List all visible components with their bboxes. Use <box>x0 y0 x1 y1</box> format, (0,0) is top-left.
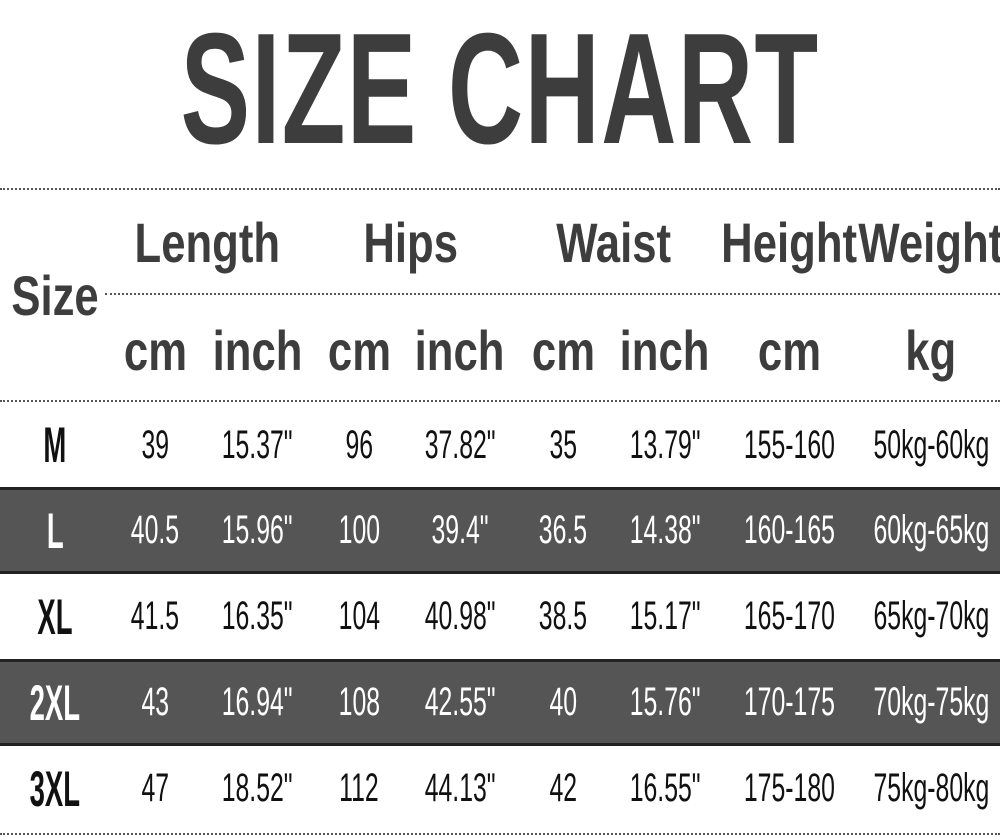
table-row: L 40.5 15.96" 100 39.4" 36.5 14.38" 160-165 60kg… <box>0 487 1000 574</box>
table-cell: 36.5 <box>538 508 588 552</box>
table-row: M 39 15.37" 96 37.82" 35 13.79" 155-160 50kg-60k… <box>0 403 1000 487</box>
table-cell: 96 <box>345 422 373 467</box>
table-cell: 42.55" <box>424 680 496 724</box>
divider <box>0 833 1000 835</box>
table-cell: 70kg-75kg <box>873 680 989 724</box>
column-group-header: Waist <box>556 211 672 274</box>
size-label: L <box>46 502 64 559</box>
table-cell: 108 <box>338 680 380 724</box>
table-cell: 16.94" <box>222 680 293 724</box>
unit-header: kg <box>905 318 957 382</box>
table-cell: 50kg-60kg <box>873 422 989 467</box>
table-cell: 165-170 <box>743 594 835 638</box>
table-cell: 100 <box>338 508 380 552</box>
table-cell: 40.5 <box>130 508 180 552</box>
table-cell: 16.55" <box>629 766 701 810</box>
table-cell: 60kg-65kg <box>873 508 989 552</box>
size-header: Size <box>11 263 99 327</box>
unit-header: cm <box>123 318 187 382</box>
table-cell: 43 <box>141 680 169 724</box>
column-group-header: Length <box>134 211 281 274</box>
table-cell: 40 <box>549 680 577 724</box>
size-label: 2XL <box>29 674 81 731</box>
unit-header: inch <box>620 318 710 382</box>
table-cell: 175-180 <box>743 766 835 810</box>
table-cell: 15.37" <box>222 422 293 467</box>
size-label: XL <box>37 588 73 645</box>
table-cell: 155-160 <box>743 422 835 467</box>
table-cell: 35 <box>549 422 577 467</box>
unit-header: cm <box>757 318 821 382</box>
size-label: M <box>43 417 67 473</box>
table-row: 3XL 47 18.52" 112 44.13" 42 16.55" 175-180 75kg-… <box>0 746 1000 831</box>
table-cell: 39 <box>141 422 169 467</box>
page-title: SIZE CHART <box>180 1 820 177</box>
unit-header: inch <box>212 318 303 382</box>
table-cell: 13.79" <box>629 422 701 467</box>
table-cell: 15.96" <box>222 508 293 552</box>
table-row: XL 41.5 16.35" 104 40.98" 38.5 15.17" 165-170 65… <box>0 574 1000 659</box>
column-group-header: Height <box>721 211 857 274</box>
table-cell: 40.98" <box>424 594 496 638</box>
table-cell: 44.13" <box>424 766 496 810</box>
table-cell: 41.5 <box>130 594 180 638</box>
table-cell: 18.52" <box>222 766 293 810</box>
table-cell: 170-175 <box>743 680 835 724</box>
table-cell: 39.4" <box>431 508 489 552</box>
table-cell: 15.76" <box>629 680 701 724</box>
divider <box>105 293 1000 295</box>
column-group-header: Weight <box>858 211 1000 274</box>
table-cell: 16.35" <box>222 594 293 638</box>
size-label: 3XL <box>29 760 81 817</box>
table-cell: 75kg-80kg <box>873 766 989 810</box>
table-cell: 37.82" <box>424 422 496 467</box>
column-group-header: Hips <box>363 211 459 274</box>
table-cell: 14.38" <box>629 508 701 552</box>
unit-header: cm <box>531 318 595 382</box>
table-cell: 15.17" <box>629 594 701 638</box>
table-cell: 160-165 <box>743 508 835 552</box>
divider <box>0 400 1000 402</box>
table-cell: 104 <box>338 594 380 638</box>
table-cell: 42 <box>549 766 577 810</box>
table-row: 2XL 43 16.94" 108 42.55" 40 15.76" 170-175 70kg-… <box>0 659 1000 746</box>
unit-header: inch <box>415 318 505 382</box>
table-cell: 47 <box>141 766 169 810</box>
table-cell: 38.5 <box>538 594 588 638</box>
unit-header: cm <box>327 318 391 382</box>
table-cell: 112 <box>339 766 379 810</box>
divider <box>0 188 1000 190</box>
table-cell: 65kg-70kg <box>873 594 989 638</box>
